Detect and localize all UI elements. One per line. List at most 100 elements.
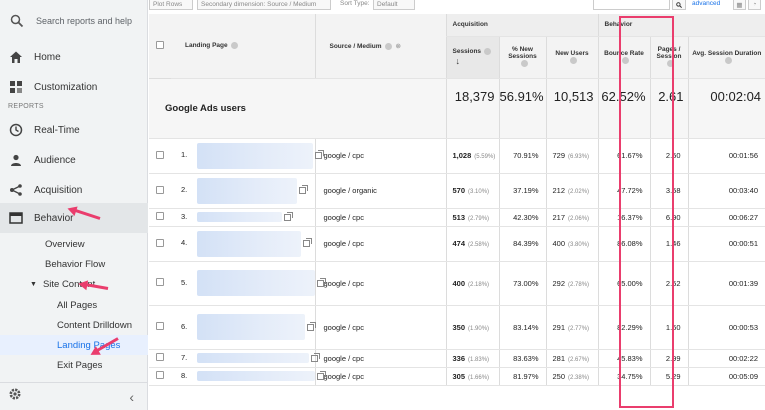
external-link-icon[interactable]	[311, 352, 320, 362]
sidebar-item-audience[interactable]: Audience	[0, 145, 148, 175]
help-icon[interactable]	[520, 60, 528, 68]
col-source-medium[interactable]: Source / Medium ⊗	[314, 14, 446, 79]
sessions-cell: 336 (1.83%)	[445, 349, 499, 368]
help-icon[interactable]	[622, 56, 630, 64]
row-checkbox[interactable]	[156, 212, 164, 220]
row-checkbox[interactable]	[156, 371, 164, 379]
new-users-value: 250	[552, 371, 566, 381]
source-medium-cell[interactable]: google / cpc	[314, 138, 446, 174]
external-link-icon[interactable]	[315, 150, 324, 159]
external-link-icon[interactable]	[307, 321, 316, 331]
col-sessions[interactable]: Sessions ↓	[445, 36, 499, 79]
table-row[interactable]: 7. google / cpc 336 (1.83%) 83.63% 281 (2.67%)…	[149, 349, 765, 368]
secondary-dimension-select[interactable]: Secondary dimension: Source / Medium	[197, 0, 331, 10]
select-all-checkbox[interactable]	[156, 40, 164, 49]
remove-dimension-icon[interactable]: ⊗	[395, 42, 401, 50]
sidebar-sub-all-pages[interactable]: All Pages	[57, 299, 98, 311]
sidebar-sub-landing-pages[interactable]: Landing Pages	[0, 335, 148, 355]
new-sessions-cell: 83.14%	[498, 305, 546, 350]
landing-page-cell[interactable]: 3.	[171, 208, 315, 227]
landing-page-cell[interactable]: 1.	[171, 138, 324, 174]
table-row[interactable]: 4. google / cpc 474 (2.58%) 84.39% 400 (3.80%)…	[149, 226, 765, 262]
table-row[interactable]: 6. google / cpc 350 (1.90%) 83.14% 291 (2.77%)…	[149, 305, 765, 350]
help-icon[interactable]	[724, 56, 732, 64]
external-link-icon[interactable]	[317, 370, 326, 380]
sidebar-sub-overview[interactable]: Overview	[45, 238, 85, 250]
source-medium-cell[interactable]: google / cpc	[314, 208, 446, 227]
help-icon[interactable]	[484, 48, 492, 56]
reports-section-label: REPORTS	[8, 103, 44, 110]
table-search-input[interactable]	[593, 0, 670, 10]
col-pages-session[interactable]: Pages / Session	[649, 36, 689, 79]
row-checkbox[interactable]	[156, 150, 164, 159]
table-row[interactable]: 5. google / cpc 400 (2.18%) 73.00% 292 (2.78%)…	[149, 261, 765, 306]
table-row[interactable]: 3. google / cpc 513 (2.79%) 42.30% 217 (2.06%)…	[149, 208, 765, 227]
landing-page-cell[interactable]: 6.	[171, 305, 316, 350]
pie-view-icon[interactable]: ◔	[748, 0, 761, 10]
plot-rows-button[interactable]: Plot Rows	[149, 0, 193, 10]
advanced-link[interactable]: advanced	[692, 0, 721, 7]
source-medium-cell[interactable]: google / cpc	[314, 367, 446, 386]
new-users-pct: (2.67%)	[568, 356, 590, 363]
help-icon[interactable]	[384, 42, 392, 50]
help-icon[interactable]	[570, 56, 577, 64]
table-row[interactable]: 8. google / cpc 305 (1.66%) 81.97% 250 (2.38%)…	[149, 367, 765, 386]
blurred-url	[197, 314, 305, 340]
bounce-rate-cell: 47.72%	[597, 173, 651, 209]
clock-icon	[8, 122, 24, 138]
landing-page-cell[interactable]: 4.	[171, 226, 315, 262]
row-checkbox[interactable]	[156, 353, 164, 361]
blurred-url	[197, 142, 313, 169]
row-index: 7.	[181, 352, 188, 362]
sessions-value: 336	[452, 353, 466, 363]
collapse-sidebar-icon[interactable]: ‹	[129, 388, 134, 405]
search-icon[interactable]	[672, 0, 686, 10]
new-users-value: 291	[552, 322, 566, 332]
sidebar-sub-exit-pages[interactable]: Exit Pages	[57, 359, 103, 371]
external-link-icon[interactable]	[317, 277, 326, 287]
total-new-users: 10,513	[545, 78, 599, 139]
sidebar-search[interactable]: Search reports and help	[0, 0, 148, 42]
sidebar-item-realtime[interactable]: Real-Time	[0, 115, 148, 145]
external-link-icon[interactable]	[284, 211, 293, 221]
new-users-pct: (2.02%)	[568, 189, 590, 195]
sidebar-item-acquisition[interactable]: Acquisition	[0, 175, 148, 205]
sidebar-sub-site-content[interactable]: ▼ Site Content	[30, 274, 95, 294]
sidebar-footer: ‹	[0, 382, 148, 410]
behavior-window-icon	[8, 210, 24, 226]
sort-type-select[interactable]: Default	[373, 0, 415, 10]
new-users-cell: 212 (2.02%)	[545, 173, 599, 209]
external-link-icon[interactable]	[299, 185, 308, 194]
col-new-sessions[interactable]: % New Sessions	[498, 36, 546, 79]
landing-page-cell[interactable]: 7.	[171, 349, 320, 368]
row-checkbox[interactable]	[156, 185, 164, 194]
col-landing-page[interactable]: Landing Page	[171, 14, 315, 79]
row-select-cell	[149, 305, 171, 350]
new-users-value: 400	[552, 239, 566, 248]
source-medium-cell[interactable]: google / cpc	[314, 261, 446, 306]
sidebar-sub-behavior-flow[interactable]: Behavior Flow	[45, 258, 106, 270]
sidebar-item-home[interactable]: Home	[0, 42, 148, 72]
grid-view-icon[interactable]: ▦	[733, 0, 746, 10]
landing-page-cell[interactable]: 8.	[171, 367, 326, 386]
source-medium-cell[interactable]: google / cpc	[314, 305, 446, 350]
col-bounce-rate[interactable]: Bounce Rate	[597, 36, 651, 79]
source-medium-cell[interactable]: google / cpc	[314, 226, 446, 262]
row-checkbox[interactable]	[156, 322, 164, 330]
col-new-users[interactable]: New Users	[545, 36, 599, 79]
source-medium-cell[interactable]: google / cpc	[314, 349, 446, 368]
table-row[interactable]: 1. google / cpc 1,028 (5.59%) 70.91% 729 (6.93…	[149, 138, 765, 174]
gear-icon[interactable]	[8, 387, 22, 406]
row-checkbox[interactable]	[156, 278, 164, 286]
sidebar-sub-content-drilldown[interactable]: Content Drilldown	[57, 319, 132, 331]
table-row[interactable]: 2. google / organic 570 (3.10%) 37.19% 212 (2.…	[149, 173, 765, 209]
sidebar-item-customization[interactable]: Customization	[0, 72, 148, 102]
help-icon[interactable]	[667, 60, 675, 68]
landing-page-cell[interactable]: 5.	[171, 261, 326, 306]
col-avg-session[interactable]: Avg. Session Duration	[687, 36, 765, 79]
landing-page-cell[interactable]: 2.	[171, 173, 315, 209]
source-medium-cell[interactable]: google / organic	[314, 173, 446, 209]
external-link-icon[interactable]	[303, 238, 312, 247]
row-checkbox[interactable]	[156, 238, 164, 247]
help-icon[interactable]	[230, 42, 238, 50]
